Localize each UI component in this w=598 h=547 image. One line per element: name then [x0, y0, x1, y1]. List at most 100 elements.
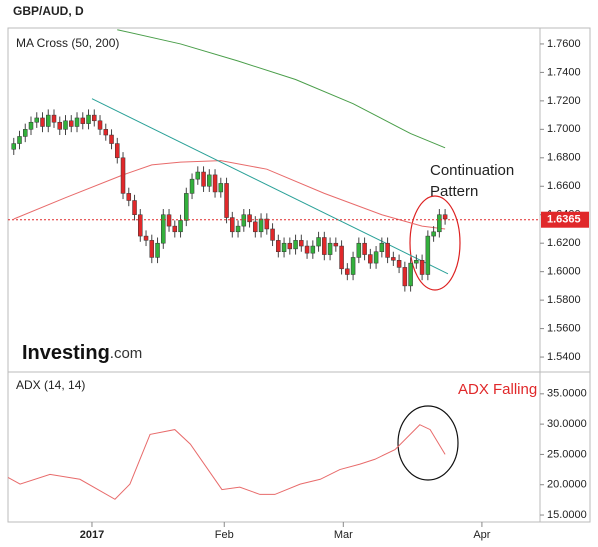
moving-average	[117, 29, 446, 149]
y-tick-label: 1.7200	[547, 95, 581, 107]
x-tick-label: Feb	[215, 529, 234, 541]
x-tick-label: Apr	[473, 529, 490, 541]
y-tick-label: 20.0000	[547, 479, 587, 491]
candle-body	[17, 136, 22, 144]
candle-body	[218, 183, 224, 193]
panel-label: MA Cross (50, 200)	[16, 36, 119, 50]
candle-body	[281, 242, 287, 252]
candle-body	[80, 117, 86, 124]
x-tick-label: 2017	[80, 529, 104, 541]
candle-body	[103, 129, 109, 136]
candle-body	[161, 214, 166, 244]
candle-body	[270, 228, 275, 241]
candle-body	[264, 218, 270, 230]
candle-body	[396, 260, 402, 268]
candle-body	[212, 174, 218, 193]
candle-body	[34, 117, 40, 123]
y-tick-label: 1.6600	[547, 180, 581, 192]
x-tick-label: Mar	[334, 529, 353, 541]
panel-label: ADX (14, 14)	[16, 378, 85, 392]
candle-body	[120, 157, 126, 194]
candle-body	[333, 242, 339, 247]
y-tick-label: 15.0000	[547, 509, 587, 521]
y-tick-label: 25.0000	[547, 448, 587, 460]
y-tick-label: 1.5800	[547, 294, 581, 306]
pattern-ellipse	[409, 195, 461, 291]
last-price-label: 1.6365	[547, 214, 581, 226]
candle-body	[304, 245, 310, 254]
candle-body	[414, 260, 419, 264]
candle-body	[345, 268, 350, 275]
candle-body	[143, 235, 149, 241]
candle-body	[362, 242, 367, 255]
candle-body	[132, 200, 137, 215]
y-tick-label: 1.5600	[547, 322, 581, 334]
candle-body	[350, 257, 356, 275]
candle-body	[207, 174, 212, 187]
candle-body	[63, 120, 68, 130]
candle-body	[293, 240, 298, 250]
adx-line	[7, 424, 446, 500]
y-tick-label: 35.0000	[547, 388, 587, 400]
candle-body	[442, 214, 448, 220]
candle-body	[97, 120, 103, 130]
candle-body	[253, 221, 258, 233]
logo-suffix: .com	[110, 345, 143, 362]
candle-body	[316, 237, 321, 247]
candle-body	[287, 242, 293, 250]
candle-body	[172, 225, 178, 233]
candle-body	[379, 242, 385, 252]
candle-body	[74, 117, 80, 127]
candle-body	[138, 214, 143, 237]
candle-body	[109, 134, 114, 144]
y-tick-label: 1.5400	[547, 351, 581, 363]
candle-body	[28, 121, 34, 130]
annotation: ADX Falling	[458, 381, 537, 398]
y-tick-label: 1.7000	[547, 123, 581, 135]
candle-body	[69, 120, 74, 127]
candle-body	[339, 245, 344, 270]
candle-body	[178, 220, 183, 233]
y-tick-label: 1.6800	[547, 152, 581, 164]
candle-body	[166, 214, 172, 227]
candle-body	[322, 237, 327, 255]
logo-name: Investing	[22, 342, 110, 364]
y-tick-label: 1.6200	[547, 237, 581, 249]
candle-body	[258, 218, 264, 233]
candle-body	[373, 251, 379, 264]
candle-body	[195, 171, 201, 180]
y-tick-label: 1.6000	[547, 266, 581, 278]
candle-body	[11, 143, 17, 150]
candle-body	[368, 254, 373, 264]
candle-body	[356, 242, 362, 258]
candle-body	[425, 235, 431, 275]
chart-title: GBP/AUD, D	[13, 4, 84, 18]
candle-body	[230, 217, 235, 233]
candle-body	[155, 242, 160, 258]
candle-body	[201, 171, 206, 187]
annotation: Continuation	[430, 162, 514, 179]
candle-body	[402, 267, 408, 287]
frame	[7, 27, 591, 523]
candle-body	[437, 214, 442, 233]
candle-body	[299, 240, 304, 247]
candle-body	[115, 143, 120, 159]
candle-body	[327, 242, 333, 255]
candle-body	[149, 240, 155, 258]
logo: Investing.com	[22, 342, 142, 364]
candle-body	[46, 114, 51, 127]
moving-average	[13, 160, 446, 230]
candle-body	[241, 214, 247, 227]
candle-body	[391, 257, 396, 261]
y-tick-label: 1.7600	[547, 38, 581, 50]
candle-body	[408, 262, 413, 287]
candle-body	[92, 114, 97, 122]
candle-body	[276, 240, 281, 252]
candle-body	[51, 114, 57, 123]
y-tick-label: 30.0000	[547, 418, 587, 430]
candle-body	[224, 183, 229, 218]
candle-body	[57, 121, 63, 130]
last-price-box	[541, 211, 589, 228]
y-tick-label: 1.7400	[547, 66, 581, 78]
